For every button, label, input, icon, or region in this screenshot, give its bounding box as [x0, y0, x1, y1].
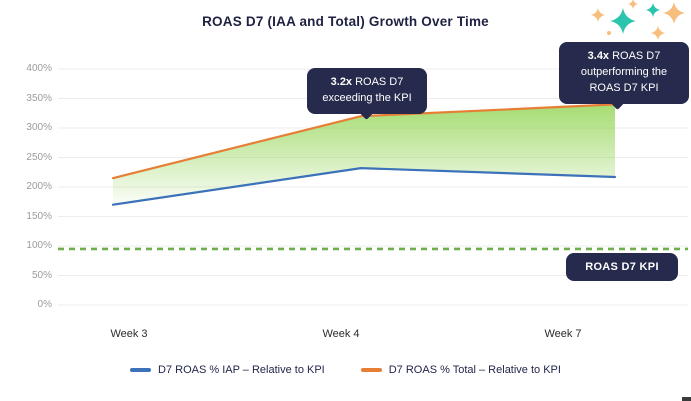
x-tick-label: Week 3 — [84, 328, 174, 340]
annotation-line1: 3.2xROAS D7 — [317, 75, 417, 91]
y-tick-label: 0% — [8, 299, 52, 311]
annotation-line2: exceeding the KPI — [317, 91, 417, 107]
chart-canvas: ROAS D7 (IAA and Total) Growth Over Time… — [0, 0, 691, 401]
x-tick-label: Week 7 — [518, 328, 608, 340]
annotation-tooltip-week4: 3.2xROAS D7 exceeding the KPI — [307, 68, 427, 114]
y-tick-label: 300% — [8, 122, 52, 134]
annotation-line1: 3.4xROAS D7 — [569, 49, 679, 65]
legend-label: D7 ROAS % IAP – Relative to KPI — [158, 364, 325, 376]
y-tick-label: 150% — [8, 211, 52, 223]
y-tick-label: 250% — [8, 152, 52, 164]
legend-swatch-blue-icon — [130, 368, 151, 372]
kpi-badge: ROAS D7 KPI — [566, 253, 678, 281]
legend-item-iap: D7 ROAS % IAP – Relative to KPI — [130, 364, 325, 376]
y-tick-label: 200% — [8, 181, 52, 193]
legend-swatch-orange-icon — [361, 368, 382, 372]
annotation-line3: ROAS D7 KPI — [569, 81, 679, 97]
annotation-tooltip-week7: 3.4xROAS D7 outperforming the ROAS D7 KP… — [559, 42, 689, 104]
x-tick-label: Week 4 — [296, 328, 386, 340]
legend-item-total: D7 ROAS % Total – Relative to KPI — [361, 364, 561, 376]
chart-legend: D7 ROAS % IAP – Relative to KPI D7 ROAS … — [0, 364, 691, 376]
corner-artifact — [682, 397, 691, 401]
annotation-line2: outperforming the — [569, 65, 679, 81]
legend-label: D7 ROAS % Total – Relative to KPI — [389, 364, 561, 376]
y-tick-label: 400% — [8, 63, 52, 75]
y-tick-label: 350% — [8, 93, 52, 105]
y-tick-label: 100% — [8, 240, 52, 252]
y-tick-label: 50% — [8, 270, 52, 282]
area-fill — [113, 104, 615, 204]
